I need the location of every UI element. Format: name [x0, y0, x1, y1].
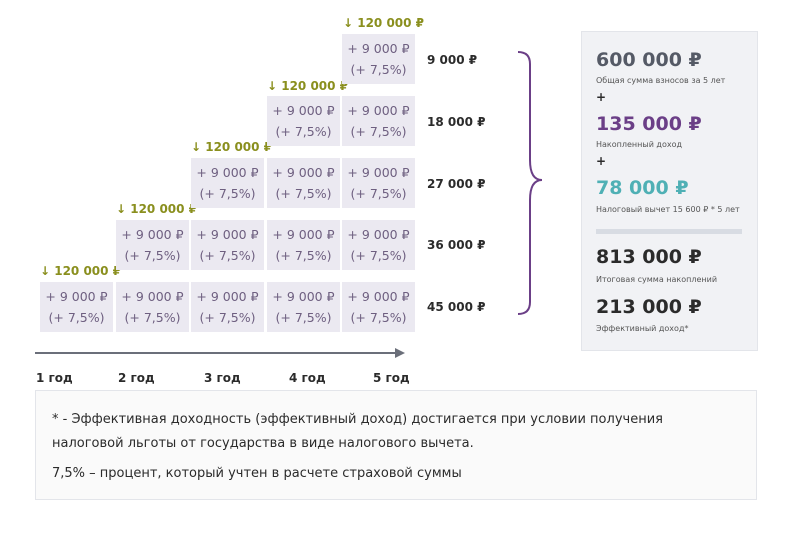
cell-amount: + 9 000 ₽: [272, 227, 335, 242]
cell-percent: (+ 7,5%): [350, 62, 407, 77]
cell-percent: (+ 7,5%): [199, 310, 256, 325]
contribution-cell: + 9 000 ₽ (+ 7,5%): [116, 220, 189, 270]
cell-percent: (+ 7,5%): [350, 310, 407, 325]
contribution-cell: + 9 000 ₽ (+ 7,5%): [342, 96, 415, 146]
contribution-cell: + 9 000 ₽ (+ 7,5%): [191, 220, 264, 270]
contributions-value: 600 000 ₽: [596, 49, 702, 71]
timeline-axis: [35, 352, 397, 354]
cell-percent: (+ 7,5%): [275, 124, 332, 139]
cell-amount: + 9 000 ₽: [121, 227, 184, 242]
income-label: Накопленный доход: [596, 140, 683, 149]
cell-percent: (+ 7,5%): [48, 310, 105, 325]
cell-amount: + 9 000 ₽: [347, 103, 410, 118]
cell-percent: (+ 7,5%): [275, 248, 332, 263]
cell-percent: (+ 7,5%): [124, 248, 181, 263]
year-label: 4 год: [289, 371, 326, 385]
summary-panel: 600 000 ₽ Общая сумма взносов за 5 лет +…: [581, 31, 758, 351]
contribution-cell: + 9 000 ₽ (+ 7,5%): [191, 282, 264, 332]
cell-amount: + 9 000 ₽: [196, 165, 259, 180]
timeline-arrow-icon: [395, 348, 405, 358]
contribution-cell: + 9 000 ₽ (+ 7,5%): [342, 34, 415, 84]
cell-percent: (+ 7,5%): [275, 186, 332, 201]
curly-brace: [517, 51, 543, 315]
cell-amount: + 9 000 ₽: [347, 165, 410, 180]
cell-amount: + 9 000 ₽: [272, 165, 335, 180]
row-sum: 9 000 ₽: [427, 53, 478, 67]
footnote-line: налоговой льготы от государства в виде н…: [52, 436, 474, 451]
total-savings-value: 813 000 ₽: [596, 246, 702, 268]
cell-amount: + 9 000 ₽: [121, 289, 184, 304]
income-value: 135 000 ₽: [596, 113, 702, 135]
panel-divider: [596, 229, 742, 234]
footnote-line: * - Эффективная доходность (эффективный …: [52, 412, 663, 427]
footnote-line: 7,5% – процент, который учтен в расчете …: [52, 466, 462, 481]
cell-percent: (+ 7,5%): [199, 186, 256, 201]
contribution-cell: + 9 000 ₽ (+ 7,5%): [342, 220, 415, 270]
cell-amount: + 9 000 ₽: [45, 289, 108, 304]
plus-sign: +: [596, 90, 607, 104]
contribution-cell: + 9 000 ₽ (+ 7,5%): [342, 158, 415, 208]
contribution-cell: + 9 000 ₽ (+ 7,5%): [267, 158, 340, 208]
tax-deduction-label: Налоговый вычет 15 600 ₽ * 5 лет: [596, 205, 740, 214]
footnote-box: * - Эффективная доходность (эффективный …: [35, 390, 757, 500]
row-sum: 27 000 ₽: [427, 177, 486, 191]
cell-amount: + 9 000 ₽: [347, 289, 410, 304]
contribution-cell: + 9 000 ₽ (+ 7,5%): [267, 282, 340, 332]
year-label: 3 год: [204, 371, 241, 385]
cell-percent: (+ 7,5%): [350, 248, 407, 263]
tax-deduction-value: 78 000 ₽: [596, 177, 689, 199]
cell-percent: (+ 7,5%): [350, 186, 407, 201]
contribution-cell: + 9 000 ₽ (+ 7,5%): [40, 282, 113, 332]
cell-amount: + 9 000 ₽: [347, 41, 410, 56]
contribution-cell: + 9 000 ₽ (+ 7,5%): [191, 158, 264, 208]
deposit-label-year-1: ↓ 120 000 ₽: [40, 264, 122, 278]
cell-percent: (+ 7,5%): [275, 310, 332, 325]
total-savings-label: Итоговая сумма накоплений: [596, 275, 718, 284]
cell-percent: (+ 7,5%): [124, 310, 181, 325]
cell-amount: + 9 000 ₽: [196, 227, 259, 242]
cell-amount: + 9 000 ₽: [272, 103, 335, 118]
cell-amount: + 9 000 ₽: [272, 289, 335, 304]
cell-amount: + 9 000 ₽: [196, 289, 259, 304]
contribution-cell: + 9 000 ₽ (+ 7,5%): [267, 96, 340, 146]
contribution-cell: + 9 000 ₽ (+ 7,5%): [267, 220, 340, 270]
cell-percent: (+ 7,5%): [350, 124, 407, 139]
contribution-cell: + 9 000 ₽ (+ 7,5%): [116, 282, 189, 332]
deposit-label-year-2: ↓ 120 000 ₽: [116, 202, 198, 216]
contribution-cell: + 9 000 ₽ (+ 7,5%): [342, 282, 415, 332]
row-sum: 18 000 ₽: [427, 115, 486, 129]
year-label: 5 год: [373, 371, 410, 385]
effective-income-label: Эффективный доход*: [596, 324, 689, 333]
row-sum: 36 000 ₽: [427, 238, 486, 252]
cell-percent: (+ 7,5%): [199, 248, 256, 263]
deposit-label-year-4: ↓ 120 000 ₽: [267, 79, 349, 93]
deposit-label-year-3: ↓ 120 000 ₽: [191, 140, 273, 154]
effective-income-value: 213 000 ₽: [596, 296, 702, 318]
row-sum: 45 000 ₽: [427, 300, 486, 314]
cell-amount: + 9 000 ₽: [347, 227, 410, 242]
contributions-label: Общая сумма взносов за 5 лет: [596, 76, 726, 85]
plus-sign: +: [596, 154, 607, 168]
year-label: 1 год: [36, 371, 73, 385]
deposit-label-year-5: ↓ 120 000 ₽: [343, 16, 425, 30]
year-label: 2 год: [118, 371, 155, 385]
